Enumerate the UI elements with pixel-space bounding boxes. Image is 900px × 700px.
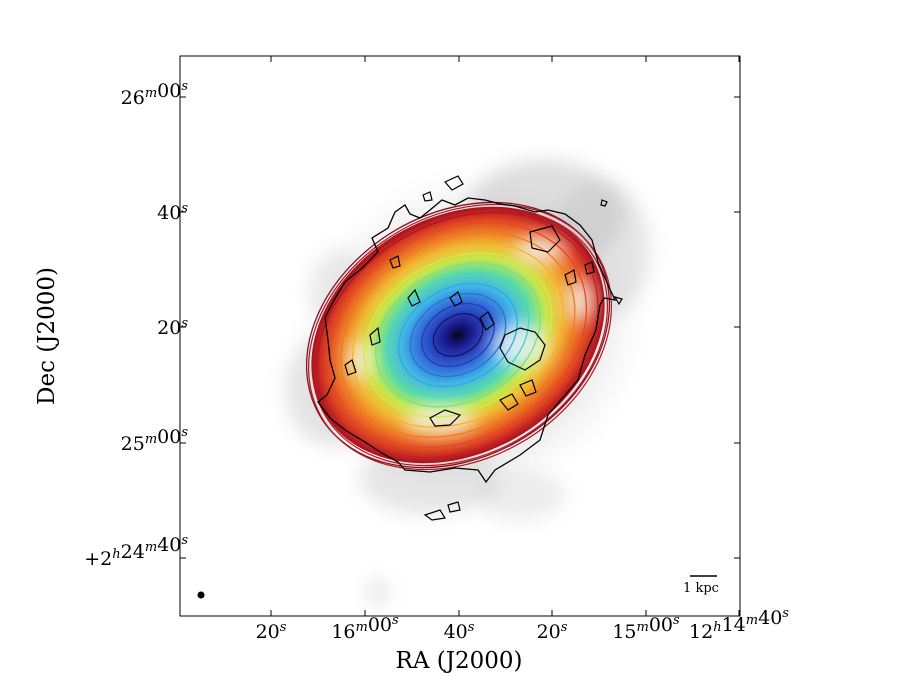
model-ellipse [308, 203, 612, 471]
y-axis-label: Dec (J2000) [34, 267, 60, 405]
x-tick-label: 12h14m40s [689, 606, 789, 643]
model-ellipses [305, 201, 612, 471]
model-ellipse [317, 211, 599, 459]
x-axis-ticks: 20s 16m00s 40s 20s 15m00s 12h14m40s [256, 56, 789, 643]
model-ellipse [352, 242, 564, 428]
x-tick-label: 20s [537, 620, 568, 643]
hi-contour [317, 197, 617, 484]
model-ellipse [421, 302, 495, 368]
plot-frame [179, 55, 741, 617]
model-ellipse [409, 292, 507, 378]
model-ellipse [386, 272, 530, 398]
x-tick-label: 20s [256, 620, 287, 643]
beam-marker [197, 591, 205, 599]
y-tick-label: 40s [157, 201, 188, 224]
model-ellipse [375, 262, 541, 408]
model-ellipse [311, 207, 609, 467]
y-tick-label: 20s [157, 316, 188, 339]
model-ellipse [340, 232, 576, 438]
y-tick-label: +2h24m40s [84, 533, 188, 570]
x-tick-label: 16m00s [331, 613, 399, 643]
model-ellipse [328, 222, 588, 448]
x-tick-label: 40s [444, 620, 475, 643]
plot-area [180, 56, 740, 616]
y-tick-label: 25m00s [121, 425, 189, 455]
y-axis-ticks: 26m00s 40s 20s 25m00s +2h24m40s [84, 79, 740, 570]
x-axis-label: RA (J2000) [396, 648, 523, 674]
model-ellipse [315, 211, 605, 463]
x-tick-label: 15m00s [612, 613, 680, 643]
y-tick-label: 26m00s [121, 79, 189, 109]
model-ellipse [398, 282, 518, 388]
scale-bar-label: 1 kpc [683, 581, 719, 596]
hi-contour-islands [344, 175, 623, 521]
model-ellipse [363, 252, 553, 418]
model-ellipse [432, 313, 484, 357]
